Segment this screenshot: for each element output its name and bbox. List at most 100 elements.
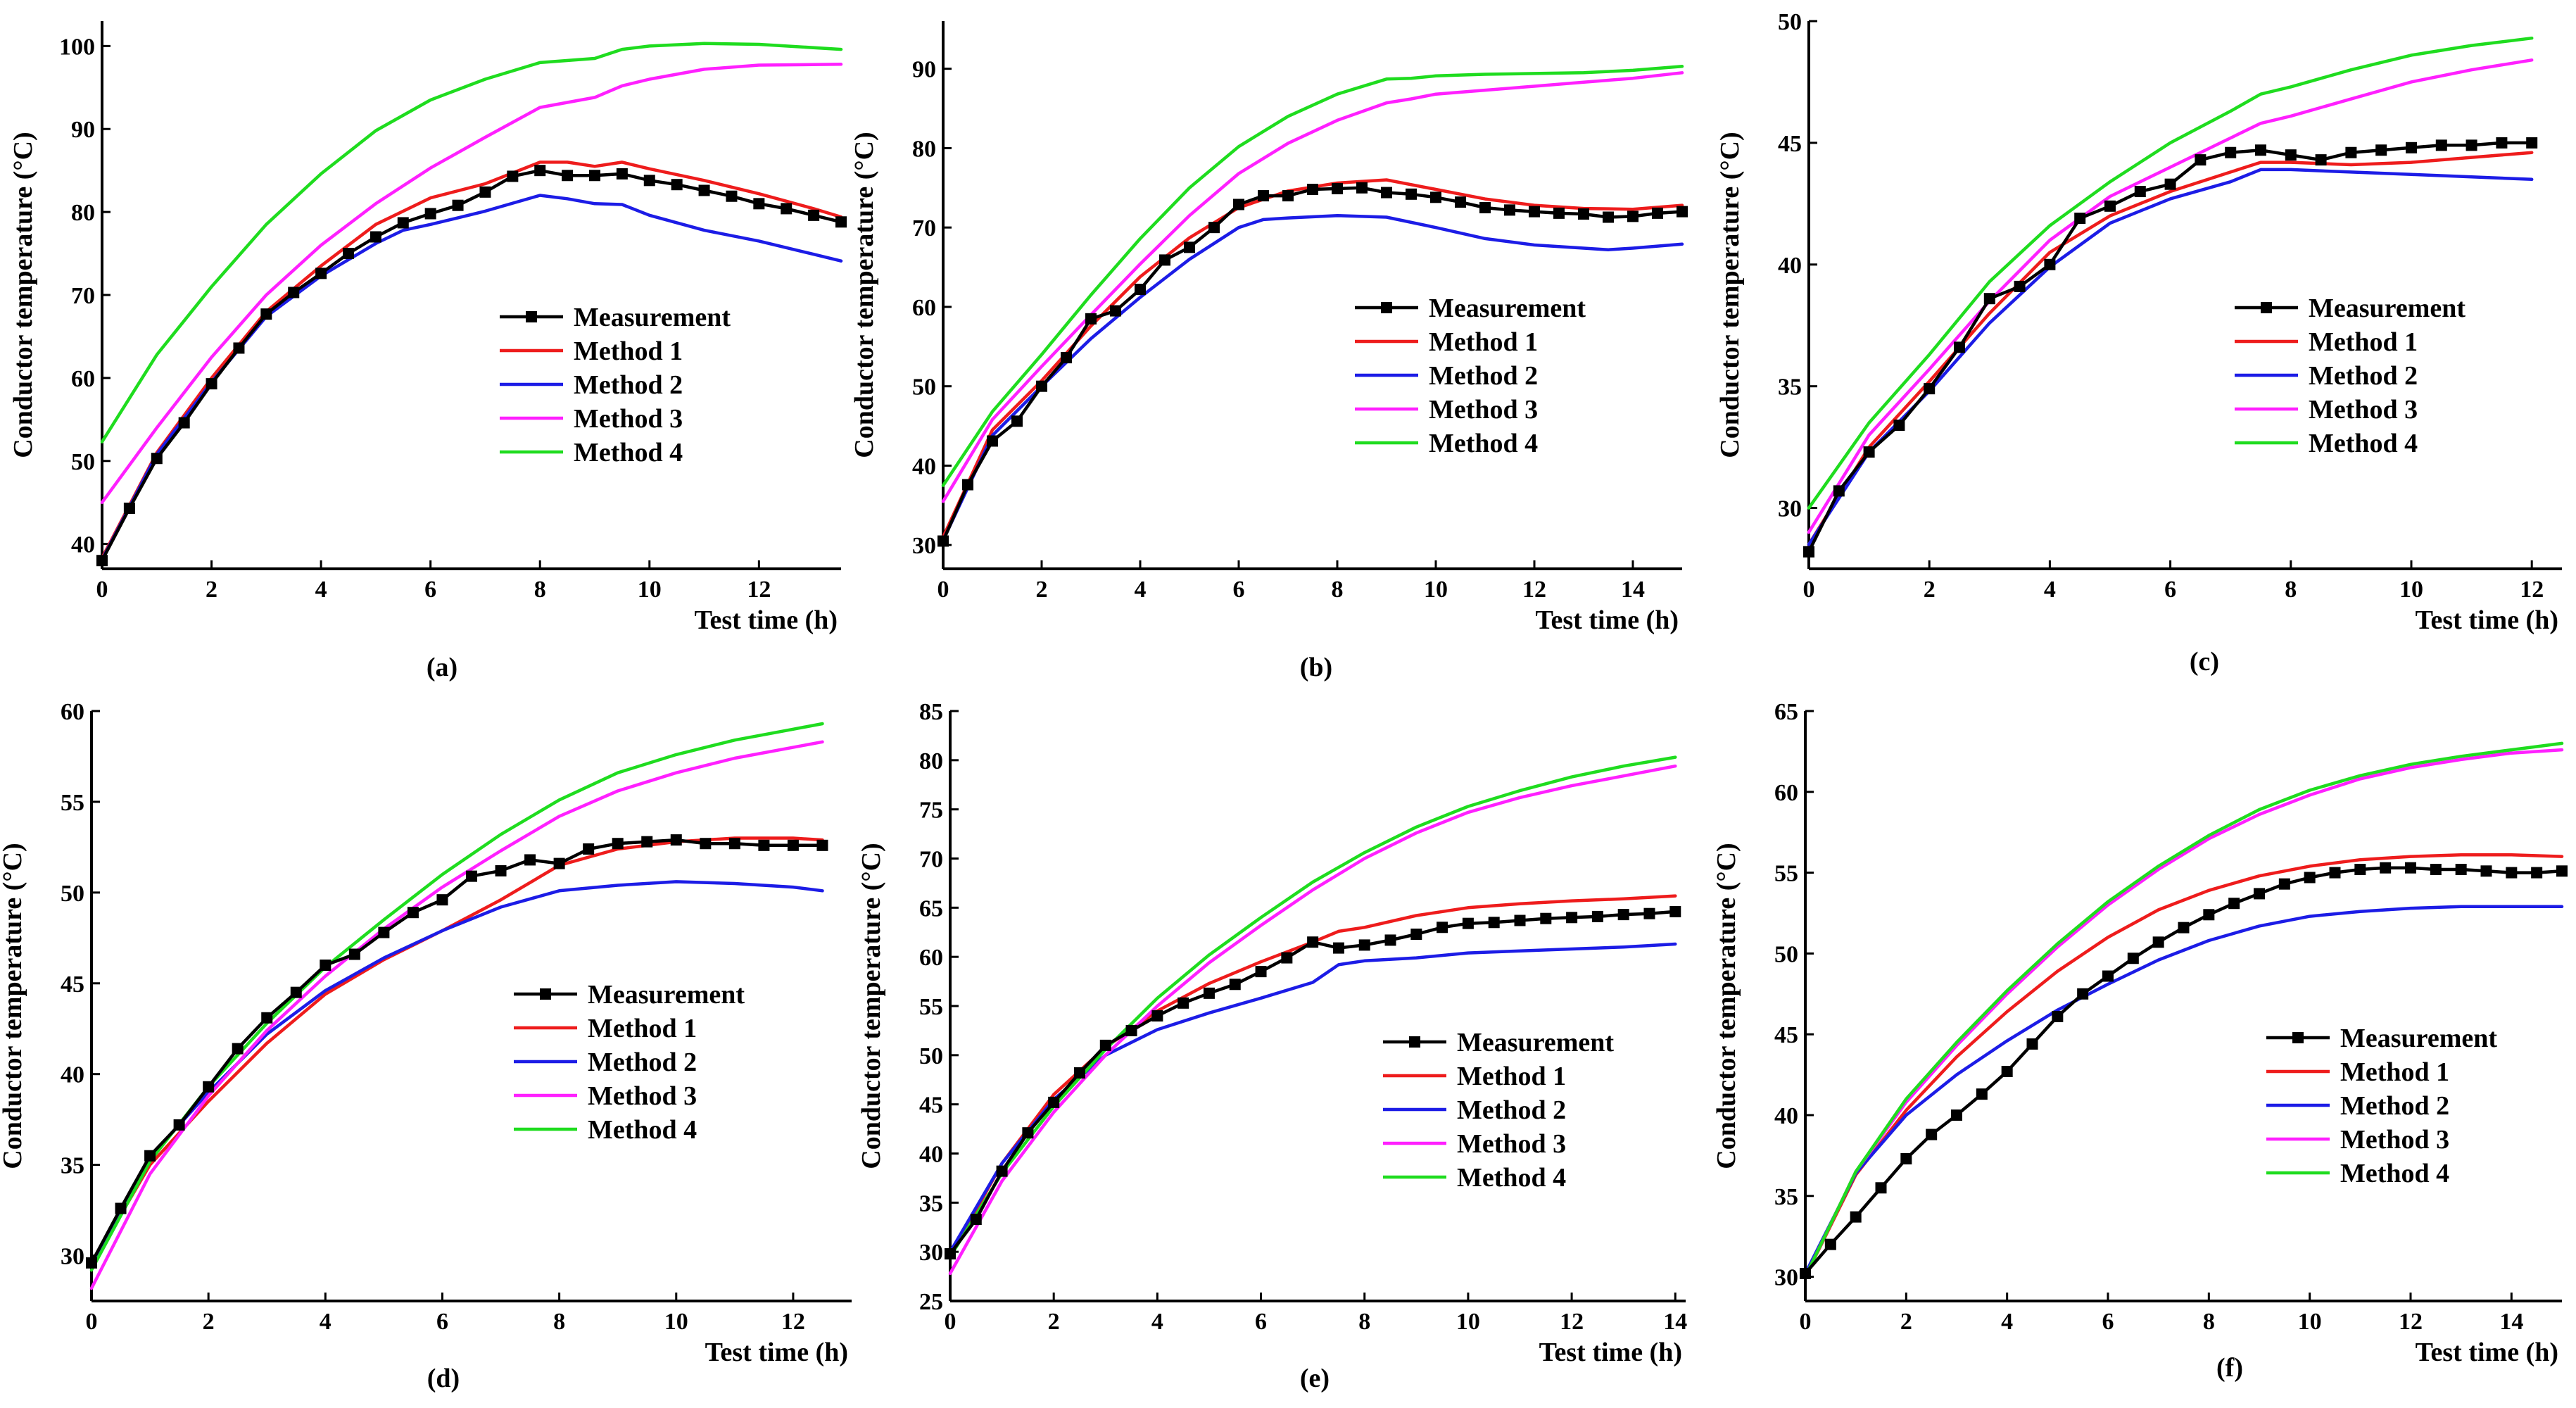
data-point-measurement	[616, 168, 628, 180]
x-tick-label: 12	[2520, 577, 2544, 603]
data-point-measurement	[203, 1081, 215, 1093]
data-point-measurement	[1488, 917, 1500, 929]
data-point-measurement	[232, 1043, 244, 1055]
legend-label-method-2: Method 2	[574, 370, 683, 400]
data-point-measurement	[1800, 1267, 1811, 1279]
data-point-measurement	[534, 165, 546, 177]
data-point-measurement	[507, 170, 519, 182]
data-point-measurement	[1954, 341, 1965, 353]
y-tick-label: 35	[919, 1190, 943, 1217]
data-point-measurement	[671, 179, 683, 191]
data-point-measurement	[261, 1012, 273, 1024]
legend-label-method-4: Method 4	[588, 1115, 697, 1145]
series-line-method-3	[948, 764, 1677, 1276]
series-line-measurement	[89, 838, 824, 1265]
data-point-measurement	[2354, 863, 2366, 875]
legend: Measurement Method 1 Method 2 Method 3 Metho…	[1355, 294, 1586, 458]
y-tick-label: 30	[912, 533, 936, 559]
legend-marker-measurement	[1381, 302, 1392, 313]
data-point-measurement	[1578, 208, 1589, 220]
data-point-measurement	[1048, 1096, 1060, 1108]
x-tick-label: 12	[781, 1309, 805, 1335]
chart-panel-2: 0 2 4 6 8 10 12 14 30 40 50 60 70 80 90 Test time (h) Co…	[850, 21, 1688, 682]
panel-label: (d)	[427, 1364, 460, 1393]
data-point-measurement	[1553, 207, 1565, 219]
data-point-measurement	[1281, 952, 1293, 964]
x-tick-label: 6	[2164, 577, 2176, 603]
data-point-measurement	[1893, 419, 1905, 431]
legend-label-method-4: Method 4	[1457, 1163, 1566, 1193]
x-tick-label: 8	[2203, 1309, 2215, 1335]
legend-label-method-4: Method 4	[1429, 429, 1538, 458]
x-tick-label: 14	[1663, 1309, 1687, 1335]
y-tick-label: 80	[912, 136, 936, 162]
legend-label-method-3: Method 3	[1429, 395, 1538, 425]
legend-label-method-2: Method 2	[1429, 361, 1538, 391]
y-tick-label: 55	[61, 790, 84, 816]
data-point-measurement	[288, 287, 300, 298]
data-point-measurement	[808, 209, 820, 221]
legend-label-method-1: Method 1	[1429, 327, 1538, 357]
x-tick-label: 6	[436, 1309, 448, 1335]
x-tick-label: 14	[2499, 1309, 2523, 1335]
data-point-measurement	[1384, 934, 1396, 946]
data-point-measurement	[1462, 917, 1474, 929]
y-tick-label: 90	[912, 57, 936, 83]
data-point-measurement	[397, 217, 409, 229]
y-tick-label: 35	[61, 1153, 84, 1179]
legend: Measurement Method 1 Method 2 Method 3 Metho…	[1383, 1028, 1614, 1193]
data-point-measurement	[2178, 922, 2190, 934]
data-point-measurement	[698, 184, 710, 196]
series-line-method-3	[1803, 748, 2564, 1278]
data-point-measurement	[1332, 942, 1344, 954]
data-point-measurement	[206, 378, 217, 390]
data-point-measurement	[1184, 241, 1195, 253]
data-point-measurement	[495, 865, 507, 876]
y-tick-label: 50	[1778, 9, 1802, 35]
x-tick-label: 14	[1621, 577, 1645, 603]
x-tick-label: 2	[203, 1309, 215, 1335]
y-tick-label: 45	[61, 972, 84, 998]
data-point-measurement	[86, 1257, 97, 1269]
series-line-method-2	[941, 213, 1684, 542]
y-tick-label: 70	[919, 847, 943, 873]
y-tick-label: 80	[71, 200, 95, 226]
data-point-measurement	[1643, 907, 1655, 919]
data-point-measurement	[479, 186, 491, 198]
data-point-measurement	[378, 926, 390, 938]
y-tick-label: 75	[919, 798, 943, 824]
y-tick-label: 85	[919, 699, 943, 725]
legend-label-method-4: Method 4	[2340, 1159, 2449, 1188]
data-point-measurement	[1036, 380, 1047, 392]
x-tick-label: 12	[1560, 1309, 1584, 1335]
series-line-method-4	[941, 65, 1684, 487]
legend-label-method-4: Method 4	[574, 438, 683, 467]
series-line-method-2	[1807, 168, 2534, 546]
series-line-method-4	[100, 42, 843, 444]
panel-label: (c)	[2190, 647, 2219, 677]
series-line-method-1	[100, 161, 843, 560]
legend: Measurement Method 1 Method 2 Method 3 Metho…	[500, 303, 731, 467]
data-point-measurement	[2465, 139, 2477, 151]
data-point-measurement	[937, 535, 949, 547]
y-tick-label: 45	[1778, 131, 1802, 157]
data-point-measurement	[260, 308, 272, 320]
data-point-measurement	[816, 839, 828, 851]
legend-label-method-1: Method 1	[1457, 1062, 1566, 1091]
legend-marker-measurement	[2292, 1032, 2304, 1043]
panel-label: (e)	[1300, 1364, 1330, 1393]
legend-label-method-2: Method 2	[2309, 361, 2418, 391]
data-point-measurement	[1022, 1127, 1034, 1139]
y-tick-label: 60	[1774, 780, 1798, 806]
series-line-measurement	[948, 910, 1677, 1256]
data-point-measurement	[1833, 485, 1845, 497]
data-point-measurement	[1381, 187, 1392, 199]
data-point-measurement	[290, 986, 302, 998]
data-point-measurement	[1529, 206, 1540, 218]
x-tick-label: 2	[1924, 577, 1936, 603]
y-tick-label: 30	[1774, 1265, 1798, 1291]
data-point-measurement	[2406, 142, 2417, 153]
x-tick-label: 0	[945, 1309, 956, 1335]
data-point-measurement	[643, 175, 655, 187]
data-point-measurement	[1410, 929, 1422, 941]
